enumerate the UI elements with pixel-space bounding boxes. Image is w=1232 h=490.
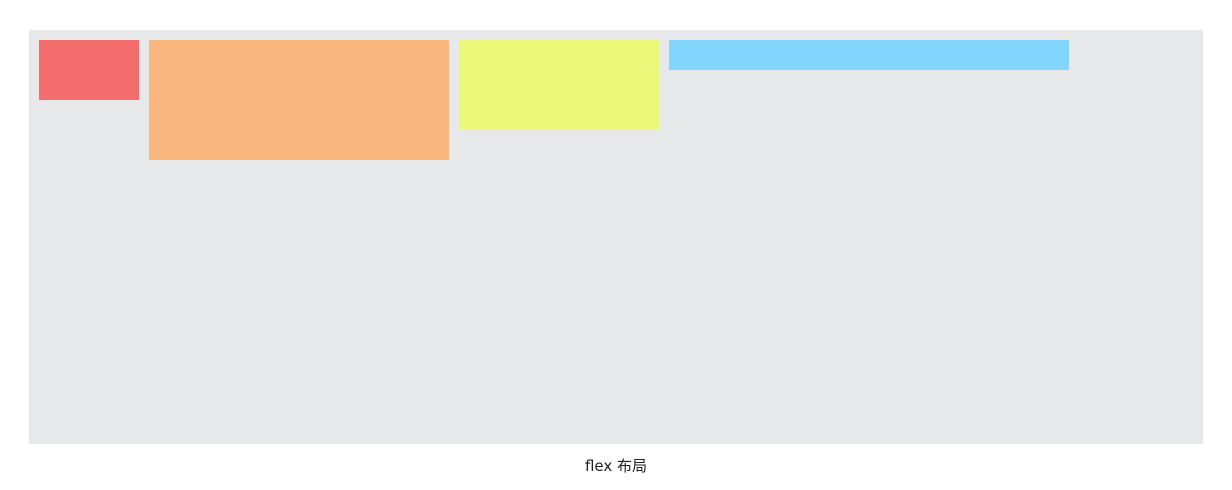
flex-item-orange xyxy=(149,40,449,160)
figure-caption: flex 布局 xyxy=(584,457,648,475)
flex-item-blue xyxy=(669,40,1069,70)
flex-item-yellow xyxy=(459,40,659,130)
flex-item-red xyxy=(39,40,139,100)
flex-container xyxy=(29,30,1203,444)
